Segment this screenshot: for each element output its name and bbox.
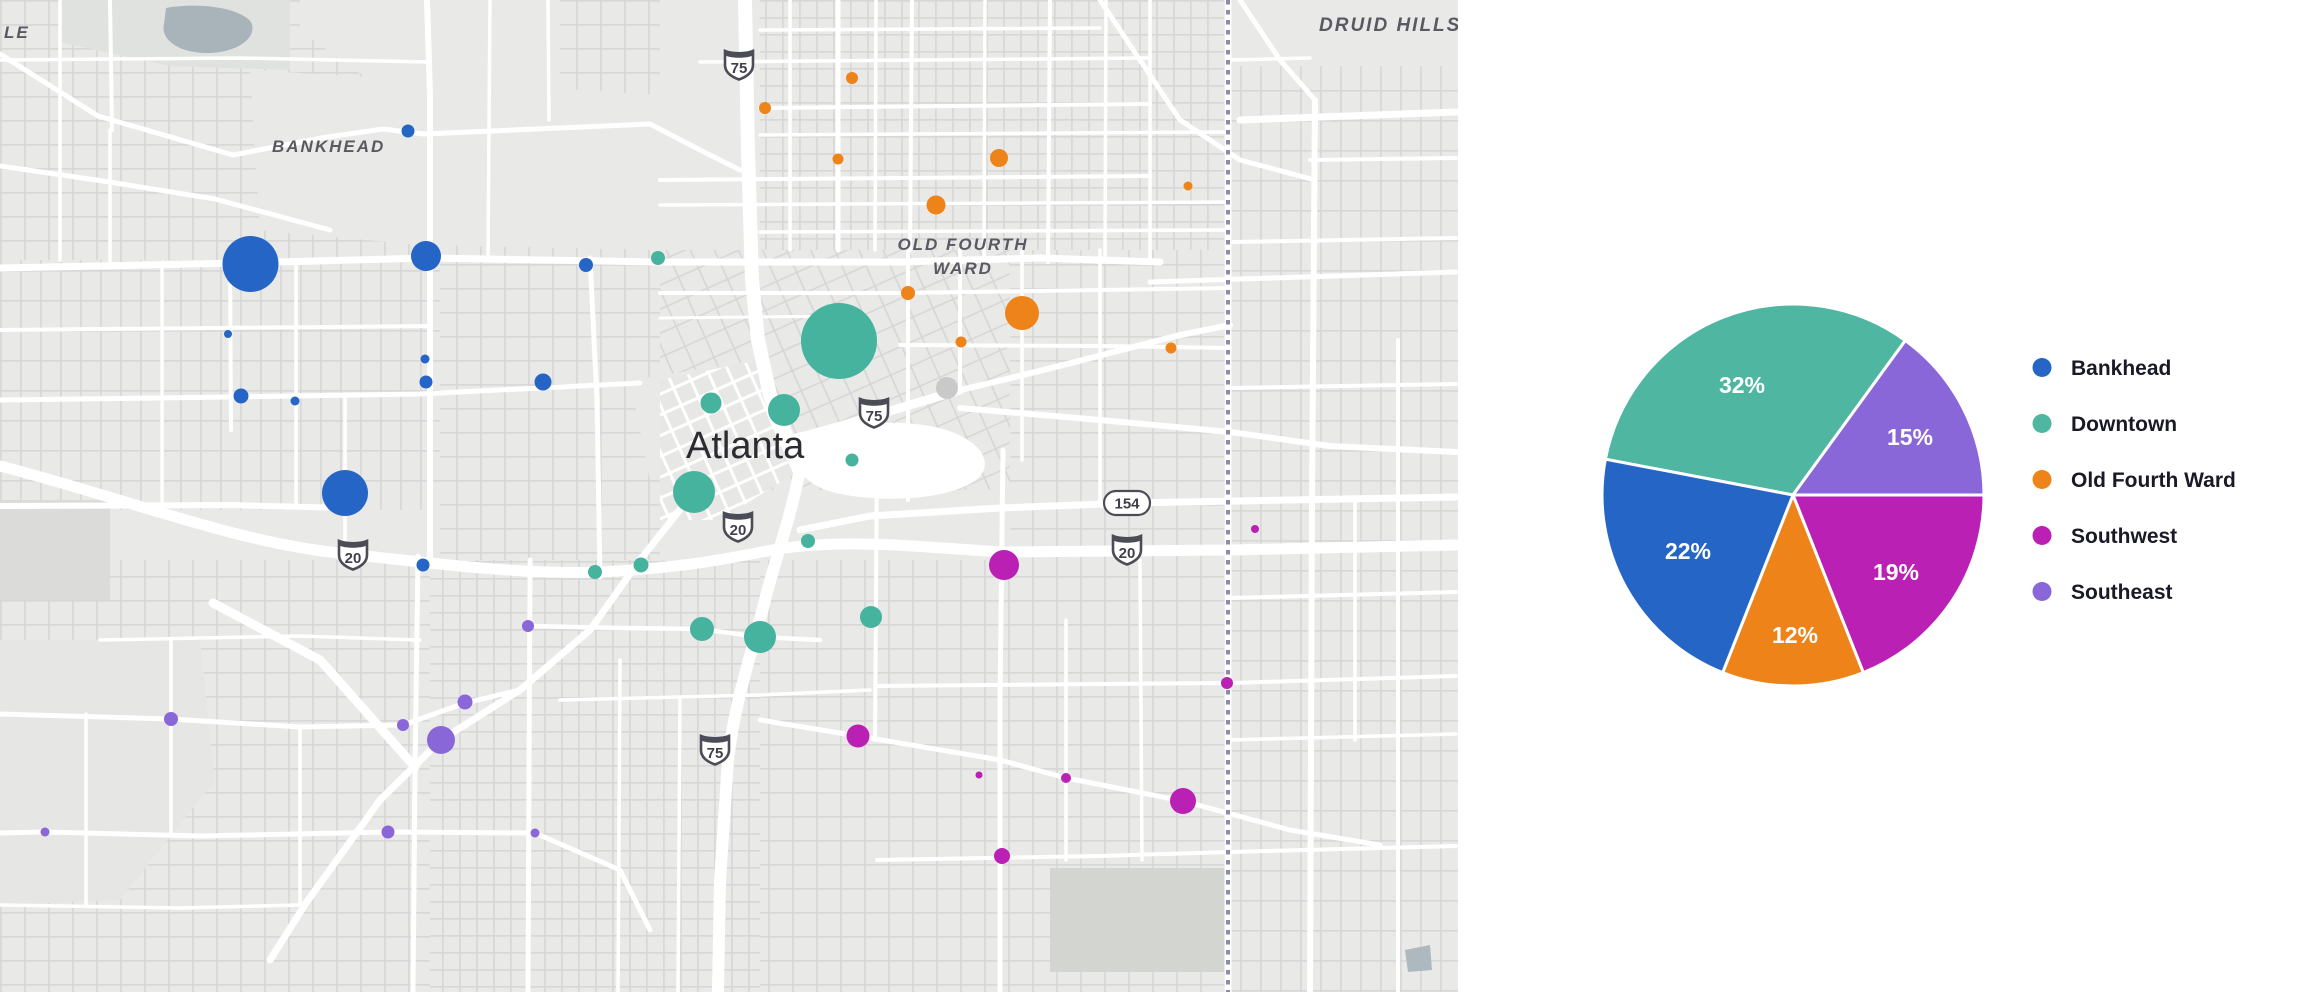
svg-text:Old Fourth Ward: Old Fourth Ward [2071, 469, 2236, 492]
svg-text:Downtown: Downtown [2071, 413, 2177, 436]
svg-text:12%: 12% [1772, 622, 1818, 648]
svg-text:Atlanta: Atlanta [686, 425, 805, 467]
svg-text:15%: 15% [1887, 424, 1933, 450]
svg-text:BANKHEAD: BANKHEAD [272, 137, 385, 156]
svg-text:Southeast: Southeast [2071, 581, 2173, 604]
svg-text:20: 20 [345, 550, 362, 567]
svg-text:LE: LE [4, 23, 30, 42]
svg-text:Bankhead: Bankhead [2071, 357, 2171, 380]
svg-text:DRUID HILLS: DRUID HILLS [1319, 15, 1461, 36]
svg-text:22%: 22% [1665, 538, 1711, 564]
svg-text:154: 154 [1114, 496, 1140, 513]
svg-text:32%: 32% [1719, 372, 1765, 398]
svg-text:Southwest: Southwest [2071, 525, 2177, 548]
svg-text:19%: 19% [1873, 559, 1919, 585]
svg-text:WARD: WARD [933, 259, 993, 278]
svg-text:75: 75 [731, 60, 748, 77]
svg-text:OLD FOURTH: OLD FOURTH [897, 235, 1028, 254]
